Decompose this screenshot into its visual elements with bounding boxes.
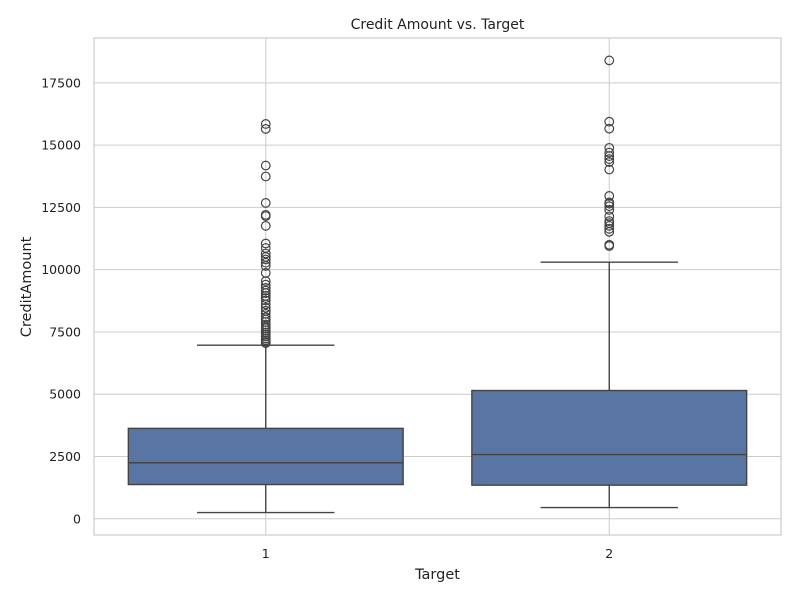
outlier-point xyxy=(604,157,615,167)
outlier-point xyxy=(260,279,271,290)
outlier-point xyxy=(604,123,615,134)
outlier-point xyxy=(604,223,615,234)
outlier-point xyxy=(260,171,271,182)
chart-title: Credit Amount vs. Target xyxy=(351,17,525,33)
outlier-point xyxy=(260,238,271,249)
outlier-point xyxy=(604,164,615,175)
outlier-point xyxy=(260,290,271,301)
box-group xyxy=(127,119,404,514)
outlier-point xyxy=(604,211,615,222)
outlier-point xyxy=(260,295,271,306)
outlier-point xyxy=(604,197,615,208)
outlier-point xyxy=(604,154,615,164)
x-axis-label: Target xyxy=(414,567,460,583)
y-tick-label: 0 xyxy=(73,511,81,526)
outlier-point xyxy=(260,124,271,134)
y-tick-label: 2500 xyxy=(49,449,81,464)
iqr-box xyxy=(127,427,404,486)
outlier-point xyxy=(260,119,271,129)
iqr-box xyxy=(471,389,748,486)
outlier-point xyxy=(260,305,271,316)
outlier-point xyxy=(604,147,615,158)
outlier-point xyxy=(260,220,271,231)
outlier-point xyxy=(260,312,271,323)
outlier-point xyxy=(260,248,271,259)
outlier-point xyxy=(604,220,615,231)
outlier-point xyxy=(260,282,271,293)
outlier-point xyxy=(260,319,271,330)
outlier-point xyxy=(604,55,615,66)
box-plot-area xyxy=(127,55,748,514)
outlier-point xyxy=(260,302,271,313)
y-axis-label: CreditAmount xyxy=(19,236,35,337)
outlier-point xyxy=(604,191,615,201)
outlier-point xyxy=(604,116,615,127)
outlier-point xyxy=(260,285,271,296)
y-tick-label: 5000 xyxy=(49,387,81,402)
outlier-point xyxy=(604,239,615,250)
outlier-point xyxy=(260,243,271,253)
outlier-point xyxy=(604,216,615,227)
y-tick-label: 10000 xyxy=(41,262,81,277)
plot-frame xyxy=(93,37,782,536)
y-tick-label: 17500 xyxy=(41,75,81,90)
box-group xyxy=(471,55,748,509)
outlier-point xyxy=(604,204,615,215)
outlier-point xyxy=(604,142,615,153)
outlier-point xyxy=(260,160,271,171)
y-tick-label: 15000 xyxy=(41,138,81,153)
tick-labels: 0 2500 5000 7500 10000 12500 15000 17500 1 2 xyxy=(41,75,613,561)
y-tick-label: 12500 xyxy=(41,200,81,215)
x-tick-label: 2 xyxy=(605,546,613,561)
y-tick-label: 7500 xyxy=(49,324,81,339)
outlier-point xyxy=(260,308,271,319)
outlier-point xyxy=(260,257,271,268)
outlier-point xyxy=(260,198,271,208)
outlier-point xyxy=(260,254,271,265)
outlier-point xyxy=(260,209,271,220)
outlier-point xyxy=(260,268,271,278)
outlier-point xyxy=(604,201,615,212)
x-tick-label: 1 xyxy=(262,546,270,561)
